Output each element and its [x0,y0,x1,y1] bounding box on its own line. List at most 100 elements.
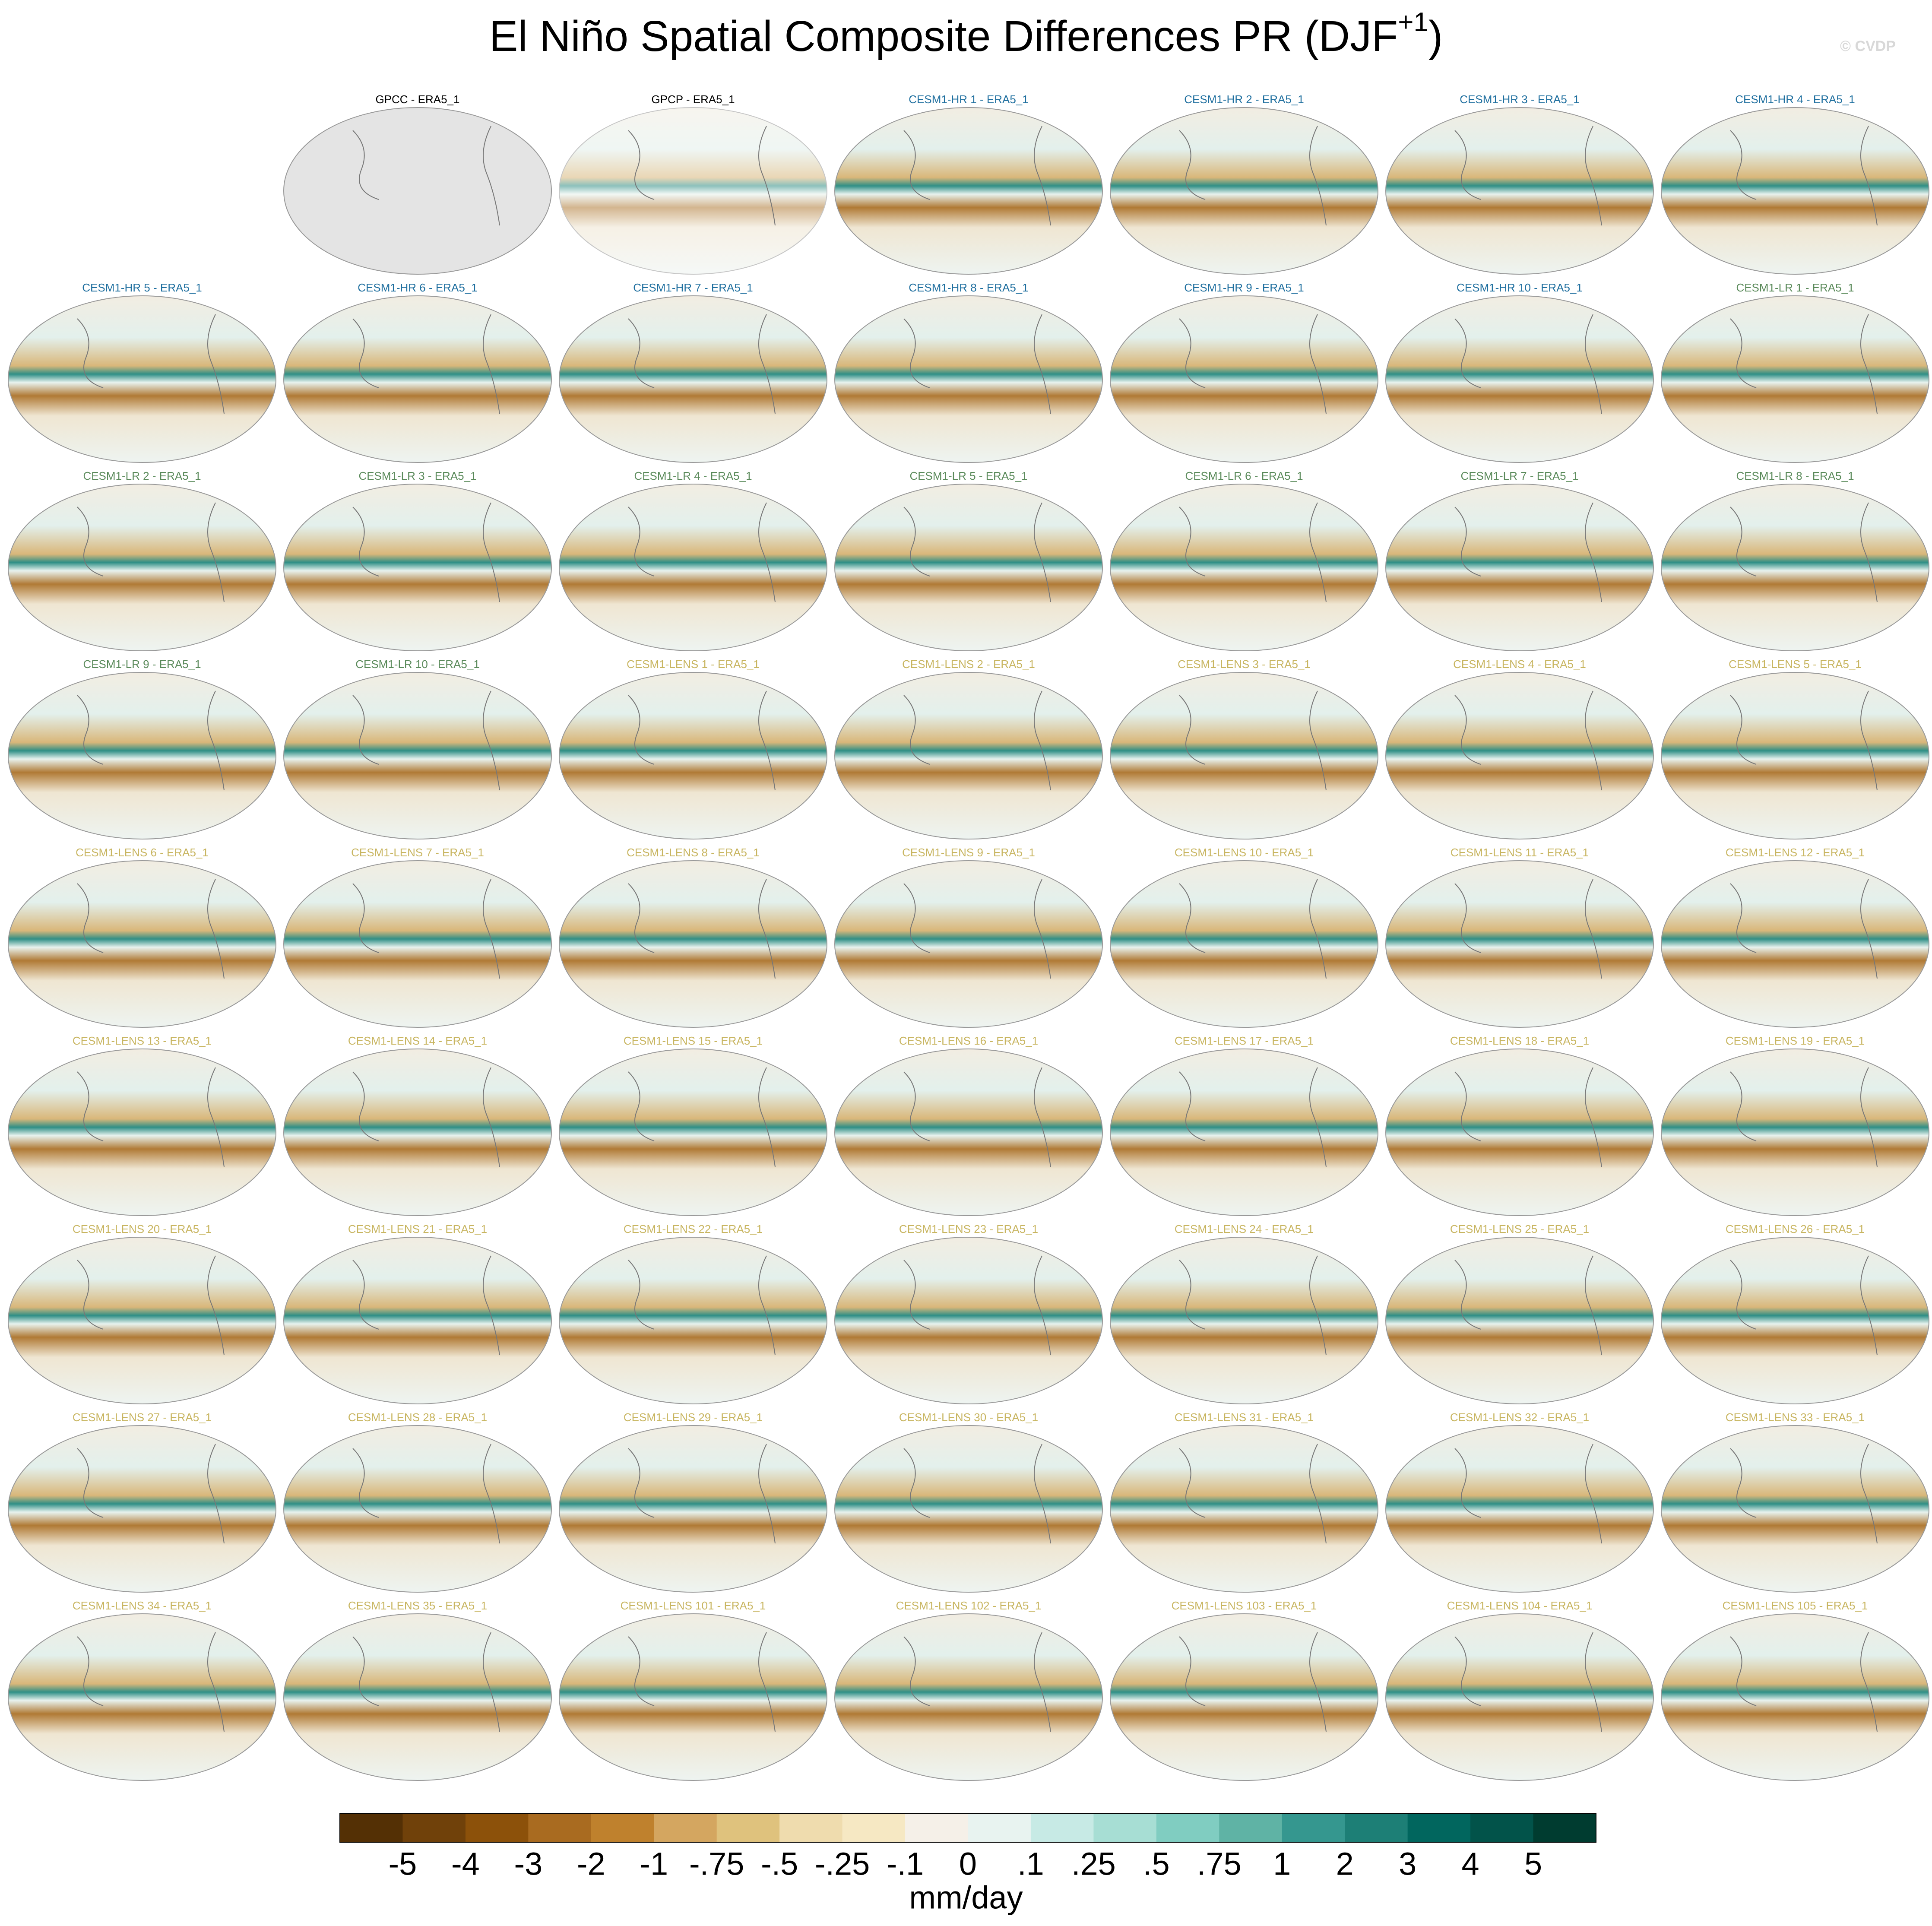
map [1661,1613,1929,1781]
panel-title: CESM1-LENS 20 - ERA5_1 [73,1223,212,1235]
colorbar-box [1030,1814,1094,1842]
coastline [77,1067,225,1167]
map [283,295,552,463]
map [834,1049,1103,1216]
coastline [903,126,1051,226]
panel-title: CESM1-LENS 21 - ERA5_1 [348,1223,487,1235]
panel-title: CESM1-LENS 6 - ERA5_1 [76,846,209,859]
panel-title: CESM1-HR 3 - ERA5_1 [1460,93,1579,106]
coastline [628,1444,776,1544]
coastline [352,502,500,602]
coastline [77,314,225,414]
panel-title: CESM1-HR 8 - ERA5_1 [909,281,1028,294]
coastline [352,314,500,414]
panel-title: CESM1-LENS 33 - ERA5_1 [1726,1411,1865,1424]
map [834,295,1103,463]
map [834,1613,1103,1781]
panel-title: CESM1-LENS 26 - ERA5_1 [1726,1223,1865,1235]
coastline [77,1632,225,1732]
map [1385,1049,1654,1216]
colorbar-tick-label: -.75 [689,1846,744,1882]
colorbar-box [528,1814,592,1842]
panel-title: CESM1-LR 9 - ERA5_1 [83,658,201,671]
colorbar-box [968,1814,1031,1842]
map [1110,107,1378,275]
colorbar-tick-label: 4 [1462,1846,1479,1882]
coastline [1454,1444,1602,1544]
coastline [1454,126,1602,226]
map [1661,295,1929,463]
map [1110,1237,1378,1404]
colorbar-box [1093,1814,1157,1842]
map [8,1049,276,1216]
coastline [352,1444,500,1544]
map [559,860,827,1028]
panel-title: CESM1-HR 9 - ERA5_1 [1184,281,1304,294]
panel-title: CESM1-LENS 16 - ERA5_1 [899,1034,1038,1047]
map [1110,672,1378,839]
panel-title: CESM1-LENS 17 - ERA5_1 [1175,1034,1314,1047]
colorbar-box [1470,1814,1534,1842]
map [559,1425,827,1593]
panel-title: CESM1-LENS 101 - ERA5_1 [621,1599,766,1612]
coastline [1454,1255,1602,1356]
map [1385,107,1654,275]
map [1661,107,1929,275]
coastline [628,1067,776,1167]
panel-title: CESM1-LR 4 - ERA5_1 [634,469,752,482]
coastline [352,691,500,791]
coastline [903,1255,1051,1356]
panel-title: CESM1-LENS 15 - ERA5_1 [624,1034,763,1047]
panel-title: CESM1-LENS 9 - ERA5_1 [902,846,1035,859]
panel-title: CESM1-LENS 13 - ERA5_1 [73,1034,212,1047]
panel-title: CESM1-LENS 22 - ERA5_1 [624,1223,763,1235]
colorbar-tick-label: 0 [959,1846,977,1882]
coastline [1179,314,1327,414]
map [1385,484,1654,651]
map [1661,1425,1929,1593]
map [1661,484,1929,651]
coastline [1454,1067,1602,1167]
coastline [1179,1067,1327,1167]
map [1385,295,1654,463]
panel-title: CESM1-LENS 35 - ERA5_1 [348,1599,487,1612]
map [283,860,552,1028]
panel-title: CESM1-HR 5 - ERA5_1 [82,281,202,294]
panel-title: CESM1-LENS 34 - ERA5_1 [73,1599,212,1612]
panel-title: CESM1-HR 10 - ERA5_1 [1457,281,1583,294]
map [834,860,1103,1028]
colorbar-tick-label: .75 [1197,1846,1242,1882]
colorbar-tick-label: -.5 [761,1846,798,1882]
coastline [1730,502,1878,602]
panel-title: CESM1-LENS 104 - ERA5_1 [1447,1599,1593,1612]
colorbar-tick-label: 3 [1399,1846,1416,1882]
panel-title: CESM1-LENS 18 - ERA5_1 [1450,1034,1589,1047]
map [283,1425,552,1593]
coastline [1179,126,1327,226]
panel-title: CESM1-HR 7 - ERA5_1 [633,281,753,294]
map [1385,860,1654,1028]
colorbar-tick-label: -.25 [815,1846,870,1882]
coastline [1454,314,1602,414]
colorbar-tick-label: -.1 [887,1846,924,1882]
panel-title: CESM1-LENS 102 - ERA5_1 [896,1599,1042,1612]
colorbar-box [905,1814,968,1842]
panel-title: CESM1-LENS 7 - ERA5_1 [351,846,484,859]
colorbar-tick-label: .25 [1071,1846,1116,1882]
map [834,107,1103,275]
panel-title: CESM1-LENS 32 - ERA5_1 [1450,1411,1589,1424]
coastline [628,691,776,791]
map [8,1425,276,1593]
coastline [77,691,225,791]
panel-title: CESM1-LENS 11 - ERA5_1 [1451,846,1589,859]
map [1661,860,1929,1028]
coastline [1730,1067,1878,1167]
panel-title: CESM1-LENS 23 - ERA5_1 [899,1223,1038,1235]
panel-title: CESM1-LR 2 - ERA5_1 [83,469,201,482]
coastline [903,502,1051,602]
coastline [1179,502,1327,602]
map [283,1237,552,1404]
coastline [1179,691,1327,791]
panel-title: CESM1-LENS 1 - ERA5_1 [627,658,760,671]
panel-title: CESM1-LENS 25 - ERA5_1 [1450,1223,1589,1235]
